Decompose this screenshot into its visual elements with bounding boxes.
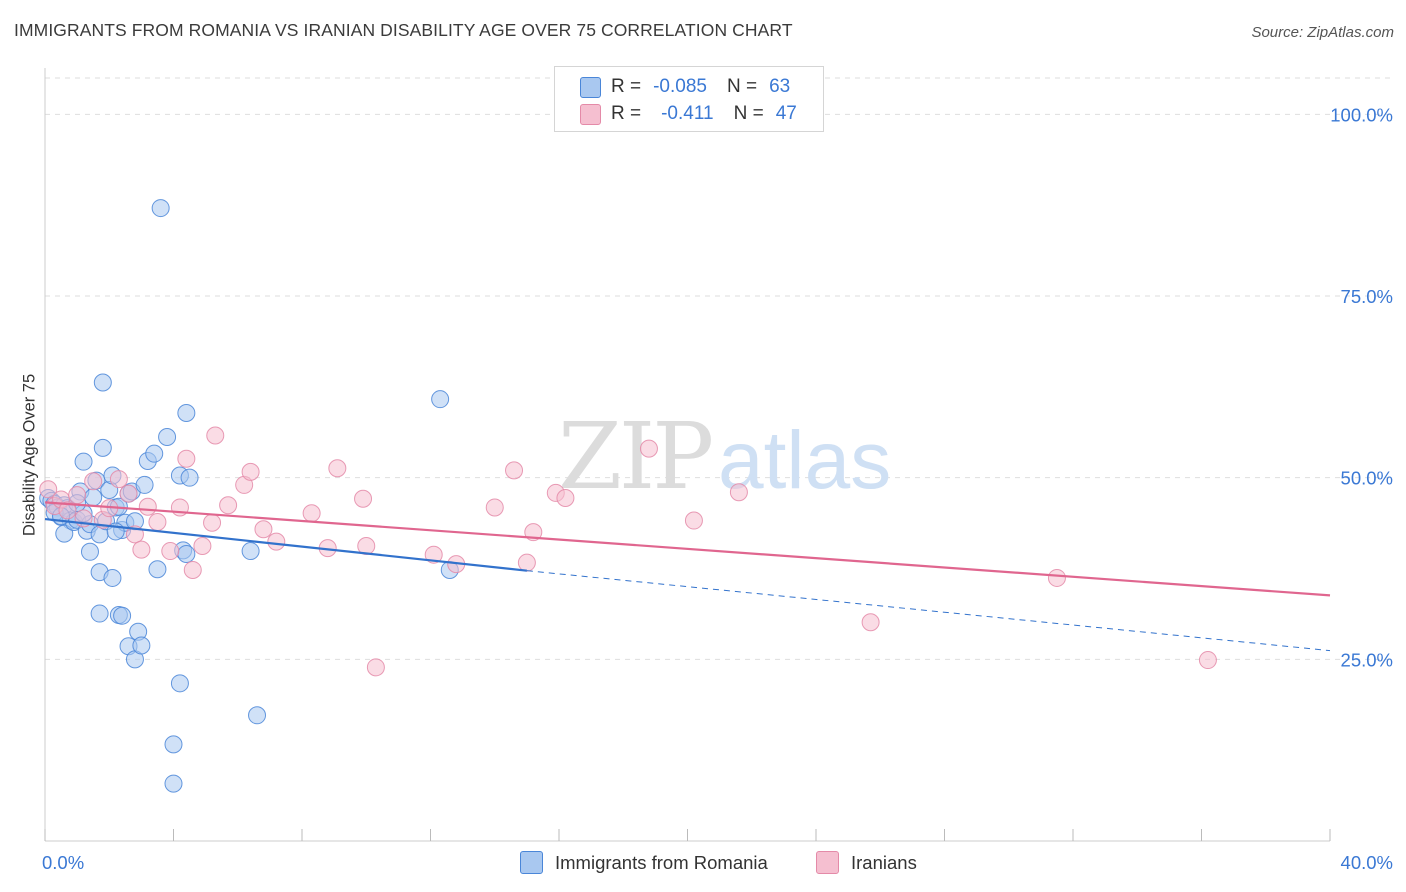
iranians-point [39,480,58,499]
romania-point [431,390,450,409]
r-value: -0.085 [653,76,707,97]
iranians-point [485,498,504,517]
romania-point [132,636,151,655]
iranians-swatch [580,103,601,125]
chart-title: IMMIGRANTS FROM ROMANIA VS IRANIAN DISAB… [14,20,793,40]
x-tick-label: 40.0% [1341,852,1393,873]
legend-item-romania: Immigrants from Romania [520,851,768,874]
iranians-legend-swatch [816,851,839,874]
romania-point [90,604,109,623]
r-label: R = [611,103,642,124]
romania-point [148,560,167,579]
axis-layer [44,68,1331,842]
romania-point [103,568,122,587]
iranians-point [254,520,273,539]
iranians-point [193,536,212,555]
series-legend: Immigrants from Romania Iranians [0,851,1406,879]
legend-row-iranians: R = -0.411 N = 47 [580,102,797,126]
romania-point [151,199,170,218]
romania-legend-swatch [520,851,543,874]
romania-point [180,468,199,487]
romania-point [158,427,177,446]
iranians-point [161,542,180,561]
legend-row-romania: R = -0.085 N = 63 [580,75,791,99]
iranians-point [206,426,225,445]
iranians-point [517,553,536,572]
iranians-point [354,489,373,508]
iranians-point [328,459,347,478]
romania-point [248,706,267,725]
legend-label-romania: Immigrants from Romania [555,851,768,873]
iranians-point [132,540,151,559]
iranians-point [138,497,157,516]
romania-trend-extension [526,570,1331,652]
y-tick-label: 75.0% [1341,286,1393,307]
romania-swatch [580,76,601,98]
n-value: 47 [775,103,797,124]
iranians-point [203,513,222,532]
grid-layer [45,77,1392,660]
romania-point [135,475,154,494]
iranians-point [684,511,703,530]
legend-label-iranians: Iranians [851,851,917,873]
iranians-point [861,613,880,632]
y-tick-label: 50.0% [1341,468,1393,489]
romania-point [177,544,196,563]
romania-point [177,403,196,422]
trend-layer [44,501,1331,652]
iranians-point [424,545,443,564]
iranians-point [109,470,128,489]
iranians-point [58,501,77,520]
n-label: N = [726,76,758,97]
romania-point [74,452,93,471]
iranians-point [302,504,321,523]
watermark-layer: ZIP atlas [558,403,891,510]
iranians-point [177,449,196,468]
n-value: 63 [769,76,791,97]
iranians-point [148,512,167,531]
iranians-point [267,532,286,551]
iranians-point [183,560,202,579]
romania-point [80,542,99,561]
n-label: N = [733,103,764,124]
y-tick-label: 25.0% [1341,649,1393,670]
iranians-point [729,483,748,502]
romania-point [170,674,189,693]
romania-point [164,735,183,754]
legend-item-iranians: Iranians [816,851,917,874]
x-tick-label: 0.0% [42,852,84,873]
iranians-point [1047,568,1066,587]
iranians-point [219,496,238,515]
watermark-zip: ZIP [558,403,711,510]
iranians-trend-line [44,501,1331,597]
romania-point [93,438,112,457]
iranians-point [119,484,138,503]
tick-label-layer: 25.0% 50.0% 75.0% 100.0% 0.0% 40.0% [42,104,1393,873]
correlation-legend: R = -0.085 N = 63 R = -0.411 N = 47 [554,66,824,132]
romania-point [93,373,112,392]
romania-trend-line [44,517,527,572]
romania-point [55,524,74,543]
iranians-point [556,489,575,508]
r-value: -0.411 [661,103,714,124]
y-tick-label: 100.0% [1330,104,1393,125]
romania-point [84,488,103,507]
iranians-point [241,462,260,481]
romania-point [113,606,132,625]
iranians-point [68,486,87,505]
r-label: R = [611,76,642,97]
romania-point [145,444,164,463]
iranians-point [366,658,385,677]
source-label: Source: ZipAtlas.com [1251,24,1394,41]
iranians-point [505,461,524,480]
iranians-point [84,472,103,491]
iranians-point [1198,651,1217,670]
romania-point [241,542,260,561]
iranians-point [639,439,658,458]
romania-point [164,774,183,793]
